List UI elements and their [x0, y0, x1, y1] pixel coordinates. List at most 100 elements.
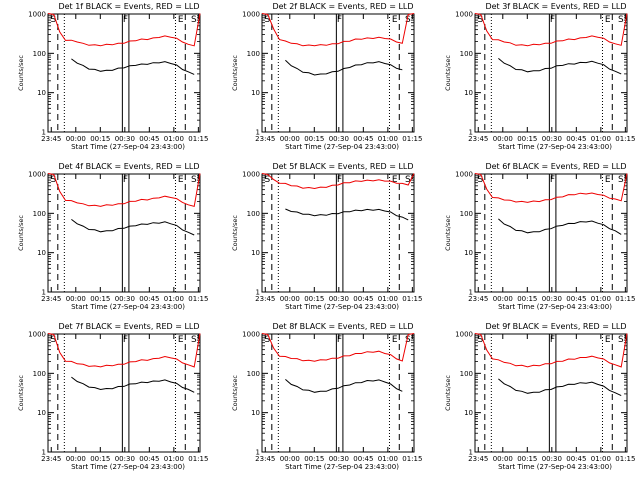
- y-tick-label: 1000: [28, 331, 46, 339]
- y-tick-label: 100: [33, 210, 46, 218]
- x-tick-label: 00:45: [353, 135, 373, 143]
- x-tick-label: 00:30: [329, 295, 349, 303]
- boundary-marker: S: [50, 335, 56, 345]
- series-line-black: [71, 219, 195, 236]
- x-tick-label: 23:45: [468, 135, 488, 143]
- x-axis-label: Start Time (27-Sep-04 23:43:00): [71, 303, 185, 311]
- x-tick-label: 00:15: [517, 295, 537, 303]
- x-tick-label: 00:00: [493, 295, 513, 303]
- y-tick-label: 1000: [455, 331, 473, 339]
- series-line-black: [498, 378, 622, 397]
- x-tick-label: 01:15: [615, 295, 635, 303]
- panel-title: Det 1f BLACK = Events, RED = LLD: [58, 2, 199, 11]
- panel-4: Det 4f BLACK = Events, RED = LLD 1 10 100 10…: [17, 162, 208, 311]
- boundary-marker: F: [550, 335, 555, 345]
- panel-9: Det 9f BLACK = Events, RED = LLD 1 10 100 10…: [444, 322, 635, 471]
- x-tick-label: 01:15: [615, 455, 635, 463]
- x-tick-label: 01:00: [378, 295, 398, 303]
- x-tick-label: 23:45: [255, 455, 275, 463]
- x-tick-label: 00:00: [280, 295, 300, 303]
- x-tick-label: 00:15: [517, 135, 537, 143]
- x-tick-label: 01:00: [164, 455, 184, 463]
- x-tick-label: 00:45: [353, 295, 373, 303]
- panel-title: Det 6f BLACK = Events, RED = LLD: [485, 162, 626, 171]
- y-tick-label: 1000: [242, 11, 260, 19]
- boundary-marker: F: [550, 175, 555, 185]
- boundary-marker: S: [618, 175, 624, 185]
- boundary-marker: E: [392, 335, 398, 345]
- series-line-black: [285, 379, 403, 393]
- x-tick-label: 00:30: [542, 135, 562, 143]
- boundary-marker: E: [605, 335, 611, 345]
- boundary-marker: S: [405, 175, 411, 185]
- y-axis-label: Counts/sec: [17, 215, 25, 251]
- boundary-marker: S: [405, 15, 411, 25]
- y-tick-label: 1000: [455, 11, 473, 19]
- y-tick-label: 10: [464, 89, 473, 97]
- y-tick-label: 100: [460, 50, 473, 58]
- series-line-black: [498, 218, 622, 235]
- y-axis-label: Counts/sec: [231, 55, 239, 91]
- series-line-red: [47, 333, 201, 368]
- x-tick-label: 01:00: [591, 295, 611, 303]
- boundary-marker: S: [618, 15, 624, 25]
- y-tick-label: 1000: [242, 331, 260, 339]
- plot-frame: [261, 173, 415, 293]
- y-tick-label: 1: [469, 289, 473, 297]
- y-tick-label: 10: [464, 249, 473, 257]
- x-tick-label: 00:30: [329, 455, 349, 463]
- boundary-marker: S: [50, 175, 56, 185]
- panel-title: Det 4f BLACK = Events, RED = LLD: [58, 162, 199, 171]
- y-tick-label: 1: [42, 449, 46, 457]
- plot-frame: [474, 333, 628, 453]
- boundary-marker: S: [191, 335, 197, 345]
- x-tick-label: 00:00: [66, 135, 86, 143]
- x-tick-label: 00:15: [304, 295, 324, 303]
- x-tick-label: 23:45: [468, 295, 488, 303]
- x-tick-label: 00:15: [90, 295, 110, 303]
- x-tick-label: 01:00: [378, 455, 398, 463]
- y-tick-label: 1: [469, 129, 473, 137]
- x-tick-label: 23:45: [255, 135, 275, 143]
- x-tick-label: 00:45: [139, 135, 159, 143]
- x-axis-label: Start Time (27-Sep-04 23:43:00): [285, 463, 399, 471]
- boundary-marker: F: [337, 15, 342, 25]
- boundary-marker: S: [264, 175, 270, 185]
- x-tick-label: 00:45: [566, 295, 586, 303]
- y-tick-label: 1000: [242, 171, 260, 179]
- panel-title: Det 9f BLACK = Events, RED = LLD: [485, 322, 626, 331]
- boundary-marker: F: [123, 335, 128, 345]
- y-tick-label: 10: [37, 249, 46, 257]
- x-tick-label: 01:00: [591, 135, 611, 143]
- series-line-red: [261, 173, 415, 190]
- boundary-marker: S: [477, 175, 483, 185]
- x-tick-label: 00:15: [304, 455, 324, 463]
- x-axis-label: Start Time (27-Sep-04 23:43:00): [285, 143, 399, 151]
- y-tick-label: 100: [247, 370, 260, 378]
- x-tick-label: 00:45: [353, 455, 373, 463]
- x-tick-label: 00:00: [280, 455, 300, 463]
- x-tick-label: 00:30: [115, 135, 135, 143]
- boundary-marker: E: [392, 15, 398, 25]
- boundary-marker: S: [477, 15, 483, 25]
- x-tick-label: 23:45: [41, 455, 61, 463]
- plot-frame: [261, 333, 415, 453]
- boundary-marker: S: [191, 175, 197, 185]
- boundary-marker: S: [264, 335, 270, 345]
- series-line-red: [474, 333, 628, 368]
- x-tick-label: 01:15: [402, 295, 422, 303]
- x-tick-label: 23:45: [255, 295, 275, 303]
- series-line-red: [261, 13, 415, 47]
- x-tick-label: 00:00: [493, 455, 513, 463]
- x-tick-label: 00:15: [517, 455, 537, 463]
- x-axis-label: Start Time (27-Sep-04 23:43:00): [71, 143, 185, 151]
- y-tick-label: 1: [256, 129, 260, 137]
- series-line-black: [285, 59, 403, 76]
- x-tick-label: 00:15: [304, 135, 324, 143]
- series-line-black: [71, 58, 195, 75]
- boundary-marker: E: [178, 15, 184, 25]
- x-tick-label: 01:00: [164, 295, 184, 303]
- y-tick-label: 100: [460, 210, 473, 218]
- y-tick-label: 100: [460, 370, 473, 378]
